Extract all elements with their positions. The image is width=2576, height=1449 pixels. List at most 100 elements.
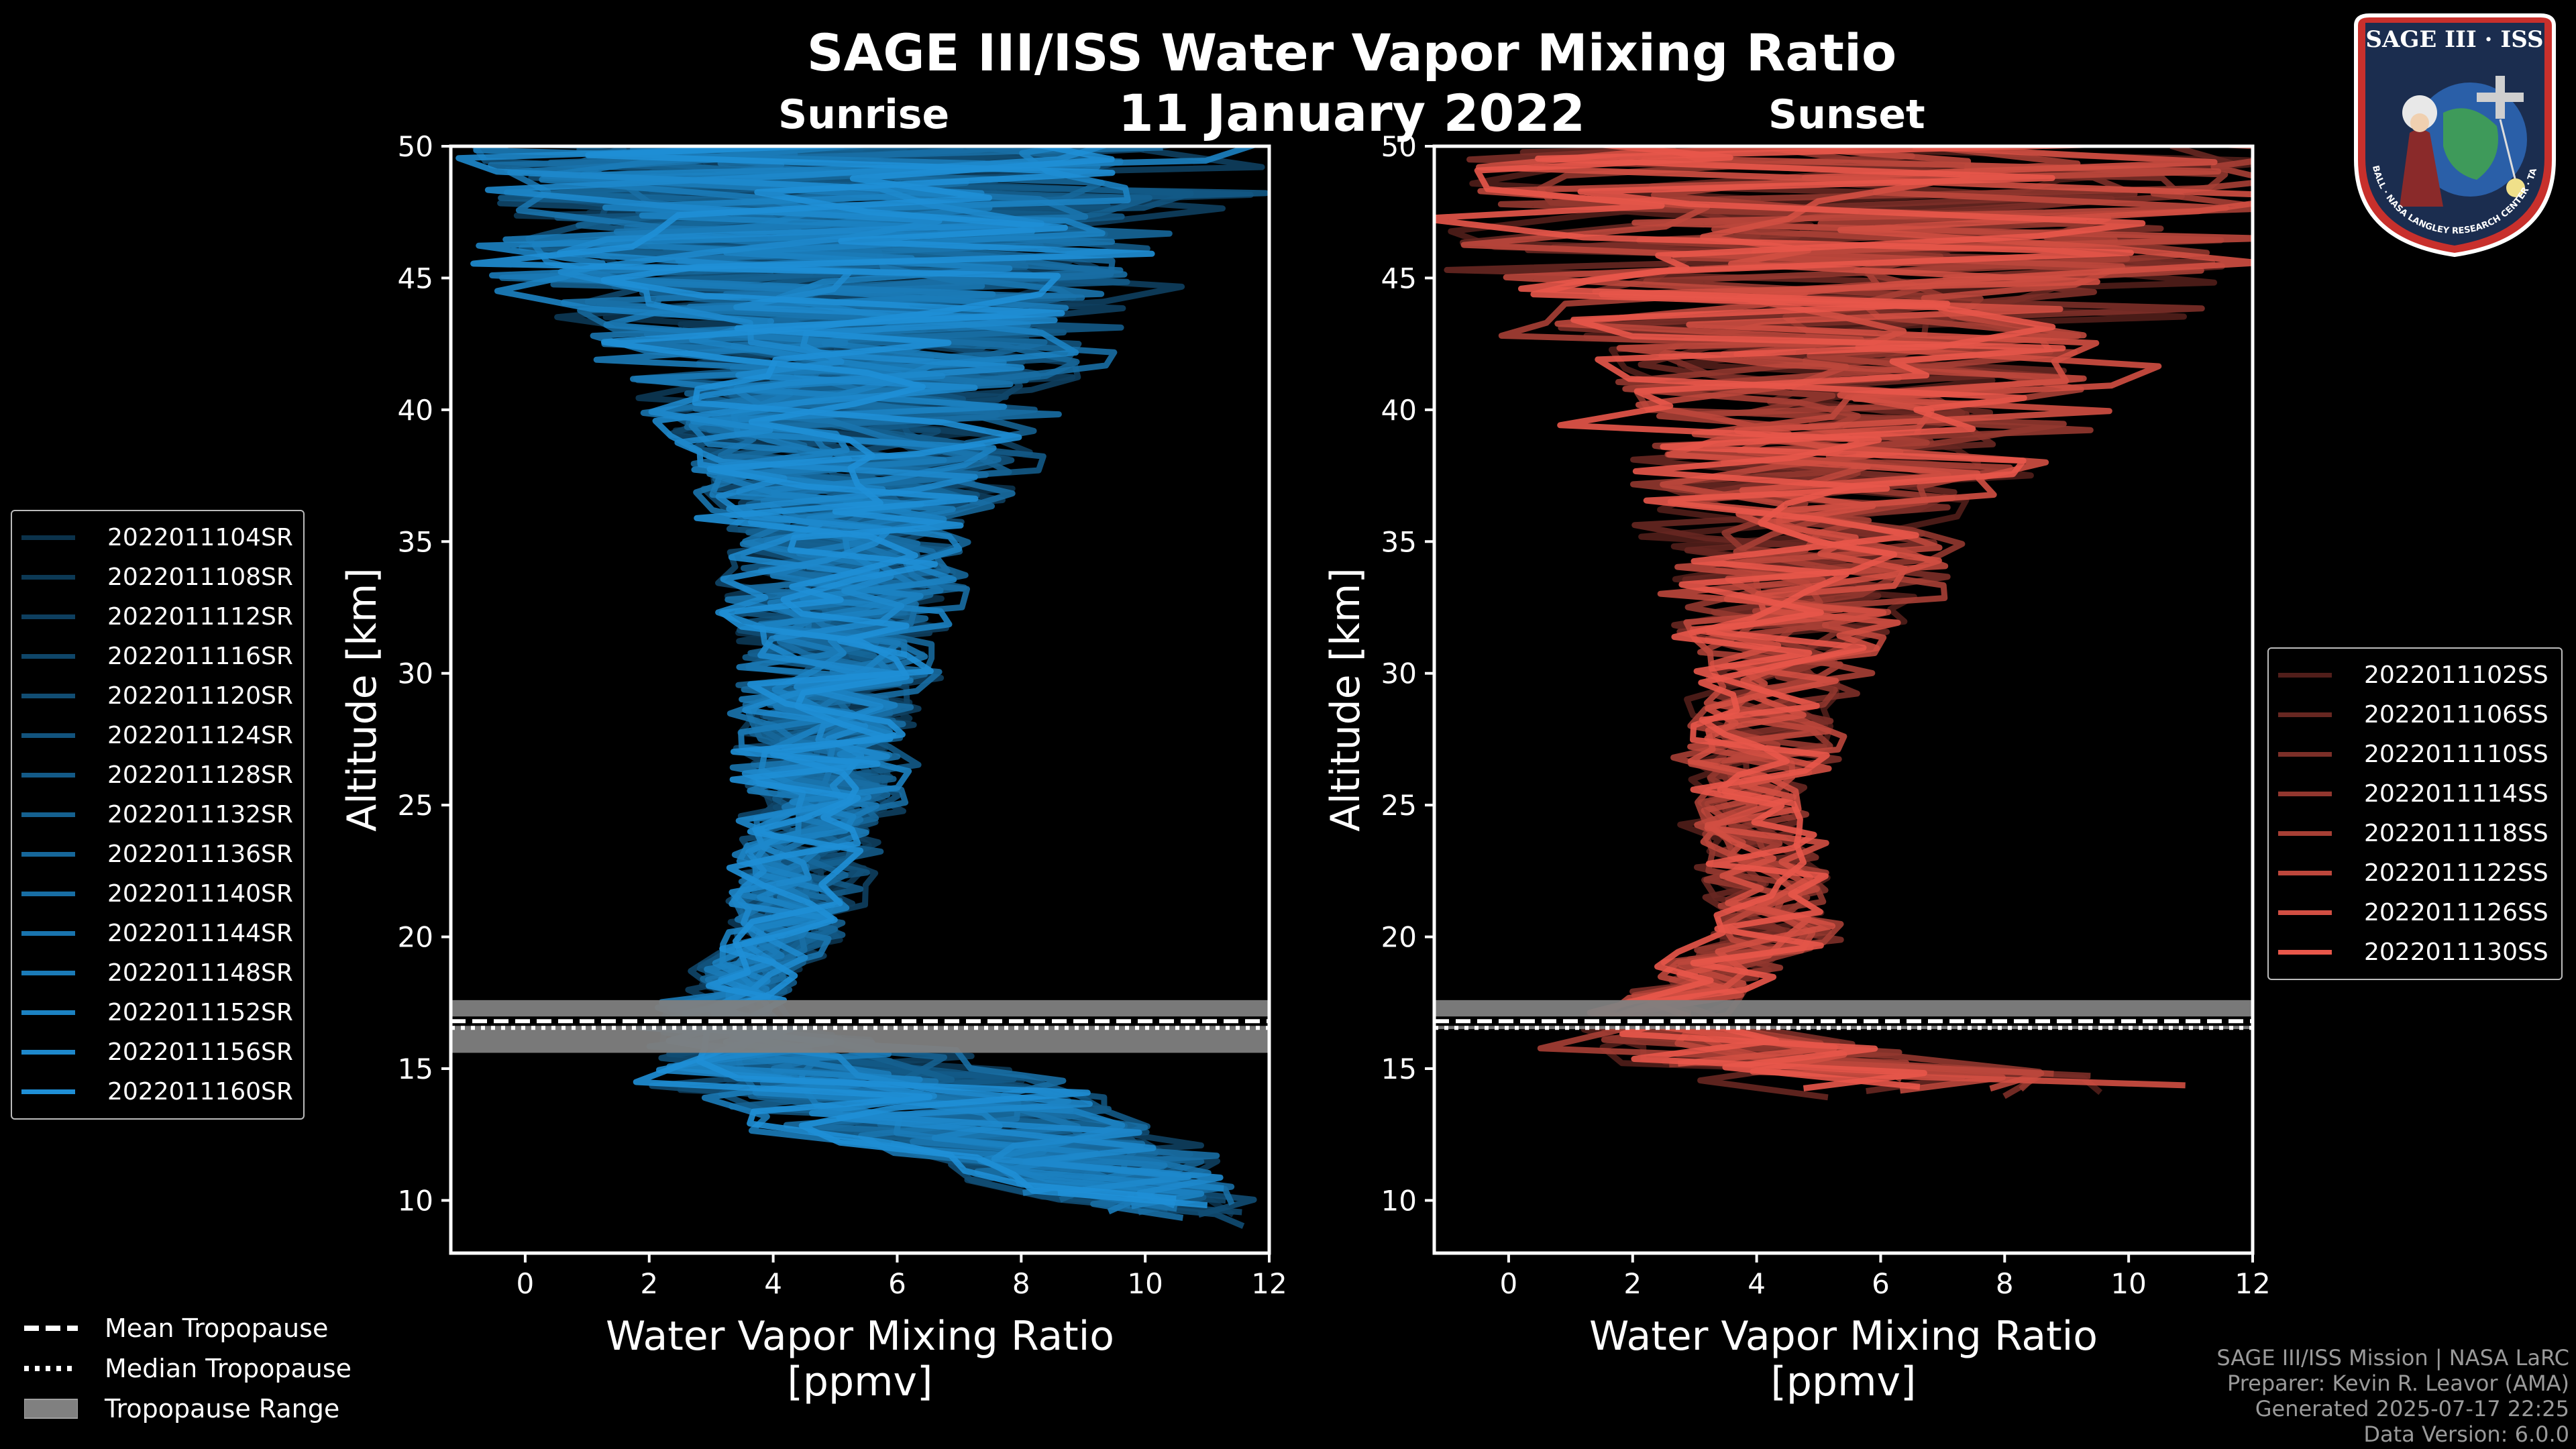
legend-label: 2022011124SR <box>107 722 293 749</box>
legend-item: 2022011130SS <box>2278 932 2552 972</box>
y-tick-label: 35 <box>1381 525 1417 558</box>
legend-item: 2022011110SS <box>2278 735 2552 774</box>
legend-swatch <box>21 733 75 738</box>
sunrise-plot: 0 2 4 6 8 10 12 10 15 20 25 30 35 40 45 50 Water Vapor M… <box>339 130 1287 1405</box>
footer-preparer: Preparer: Kevin R. Leavor (AMA) <box>2226 1371 2569 1396</box>
x-axis-label: Water Vapor Mixing Ratio <box>606 1313 1114 1360</box>
legend-label: 2022011126SS <box>2364 899 2548 926</box>
x-axis-unit-label: [ppmv] <box>1771 1358 1917 1405</box>
x-tick-label: 6 <box>888 1267 906 1300</box>
y-axis-label: Altitude [km] <box>1322 568 1369 832</box>
legend-item: 2022011144SR <box>21 914 294 953</box>
x-tick-label: 10 <box>2110 1267 2146 1300</box>
legend-swatch <box>21 931 75 936</box>
legend-swatch <box>21 1010 75 1015</box>
legend-item: 2022011120SR <box>21 676 294 716</box>
x-tick-label: 12 <box>2235 1267 2270 1300</box>
legend-swatch <box>21 892 75 896</box>
legend-label: 2022011102SS <box>2364 661 2548 689</box>
legend-swatch <box>21 812 75 817</box>
legend-label: 2022011106SS <box>2364 701 2548 729</box>
legend-label: 2022011116SR <box>107 643 293 670</box>
legend-item: 2022011102SS <box>2278 655 2552 695</box>
x-tick-label: 12 <box>1251 1267 1287 1300</box>
profile-line-2022011126SS <box>1476 146 2100 1067</box>
sage-iii-iss-logo: SAGE III · ISS BALL · NASA LANGLEY RESEA… <box>2343 12 2556 258</box>
legend-label: 2022011120SR <box>107 682 293 710</box>
x-axis-unit-label: [ppmv] <box>788 1358 933 1405</box>
chart-date: 11 January 2022 <box>1118 83 1586 143</box>
legend-item: 2022011122SS <box>2278 853 2552 893</box>
y-tick-label: 15 <box>398 1053 433 1085</box>
y-tick-label: 40 <box>398 394 433 427</box>
profile-lines <box>455 146 1269 1229</box>
legend-swatch <box>21 614 75 619</box>
x-tick-label: 4 <box>1748 1267 1766 1300</box>
mean-tropopause-legend-item: Mean Tropopause <box>24 1308 352 1348</box>
mean-tropopause-label: Mean Tropopause <box>105 1313 329 1343</box>
legend-item: 2022011116SR <box>21 637 294 676</box>
legend-swatch <box>21 535 75 540</box>
legend-swatch <box>2278 831 2332 836</box>
median-tropopause-legend-item: Median Tropopause <box>24 1348 352 1389</box>
y-tick-label: 45 <box>1381 262 1417 294</box>
legend-label: 2022011122SS <box>2364 859 2548 887</box>
legend-swatch <box>21 654 75 659</box>
legend-label: 2022011132SR <box>107 801 293 828</box>
plot-frame <box>449 144 1271 1255</box>
x-tick-label: 2 <box>1623 1267 1642 1300</box>
legend-label: 2022011156SR <box>107 1038 293 1066</box>
legend-item: 2022011128SR <box>21 755 294 795</box>
y-tick-label: 30 <box>1381 657 1417 690</box>
tropopause-range-band <box>451 1000 1269 1053</box>
legend-item: 2022011152SR <box>21 993 294 1032</box>
x-tick-label: 4 <box>764 1267 782 1300</box>
x-tick-label: 6 <box>1872 1267 1890 1300</box>
chart-title: SAGE III/ISS Water Vapor Mixing Ratio <box>806 23 1897 83</box>
legend-item: 2022011114SS <box>2278 774 2552 814</box>
x-tick-label: 0 <box>1500 1267 1518 1300</box>
profile-line-2022011130SS <box>1434 146 2135 1091</box>
range-patch-swatch <box>24 1399 78 1419</box>
legend-swatch <box>21 852 75 857</box>
legend-label: 2022011140SR <box>107 880 293 908</box>
footer-credits: SAGE III/ISS Mission | NASA LaRC Prepare… <box>2216 1345 2569 1447</box>
tropopause-range-legend-item: Tropopause Range <box>24 1389 352 1429</box>
y-tick-label: 10 <box>1381 1184 1417 1217</box>
plot-frame <box>1432 144 2255 1255</box>
legend-item: 2022011132SR <box>21 795 294 835</box>
legend-swatch <box>2278 792 2332 796</box>
legend-swatch <box>21 971 75 975</box>
legend-item: 2022011140SR <box>21 874 294 914</box>
legend-swatch <box>2278 871 2332 875</box>
profile-line-2022011126SS <box>1602 146 2253 1089</box>
sunset-legend: 2022011102SS 2022011106SS 2022011110SS 2022… <box>2267 647 2563 980</box>
y-axis-label: Altitude [km] <box>339 568 386 832</box>
tropopause-legend: Mean Tropopause Median Tropopause Tropop… <box>24 1308 352 1429</box>
legend-item: 2022011148SR <box>21 953 294 993</box>
legend-label: 2022011148SR <box>107 959 293 987</box>
y-tick-label: 15 <box>1381 1053 1417 1085</box>
y-tick-label: 50 <box>1381 130 1417 163</box>
legend-swatch <box>21 773 75 777</box>
legend-label: 2022011108SR <box>107 564 293 591</box>
y-tick-label: 25 <box>398 789 433 822</box>
sunrise-legend: 2022011104SR 2022011108SR 2022011112SR 2022… <box>11 510 305 1120</box>
x-tick-label: 10 <box>1127 1267 1163 1300</box>
legend-swatch <box>21 694 75 698</box>
legend-label: 2022011152SR <box>107 999 293 1026</box>
legend-swatch <box>2278 673 2332 678</box>
legend-label: 2022011114SS <box>2364 780 2548 808</box>
legend-item: 2022011108SR <box>21 557 294 597</box>
y-tick-label: 25 <box>1381 789 1417 822</box>
tropopause-range-label: Tropopause Range <box>105 1394 340 1424</box>
x-tick-label: 8 <box>1996 1267 2014 1300</box>
legend-label: 2022011112SR <box>107 603 293 631</box>
legend-swatch <box>21 575 75 580</box>
median-tropopause-label: Median Tropopause <box>105 1354 352 1383</box>
legend-item: 2022011156SR <box>21 1032 294 1072</box>
y-tick-label: 10 <box>398 1184 433 1217</box>
legend-swatch <box>2278 712 2332 717</box>
legend-label: 2022011136SR <box>107 841 293 868</box>
legend-label: 2022011128SR <box>107 761 293 789</box>
